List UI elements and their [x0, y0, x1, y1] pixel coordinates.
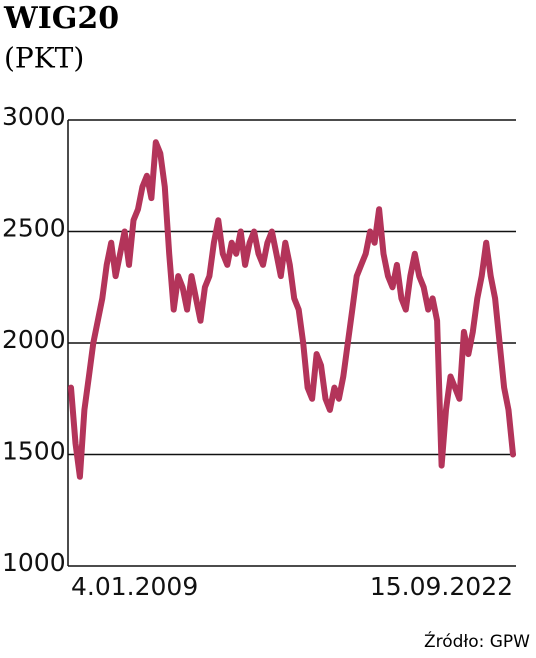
y-tick-label: 1000 [2, 548, 66, 577]
y-tick-label: 2500 [2, 214, 66, 243]
x-tick-label: 4.01.2009 [71, 572, 198, 601]
x-tick-label: 15.09.2022 [370, 572, 513, 601]
chart-subtitle: (PKT) [4, 42, 84, 75]
y-tick-label: 2000 [2, 325, 66, 354]
chart-title: WIG20 [3, 1, 119, 36]
data-line [68, 139, 516, 480]
y-tick-label: 3000 [2, 102, 66, 131]
y-tick-label: 1500 [2, 437, 66, 466]
source: Źródło: GPW [424, 630, 530, 652]
